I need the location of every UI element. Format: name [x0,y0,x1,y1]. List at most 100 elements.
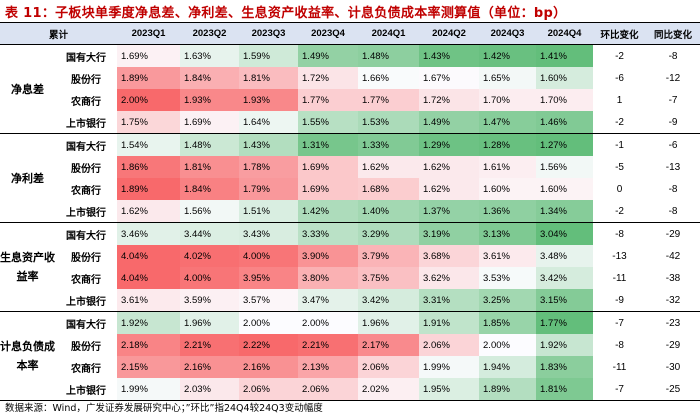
qoq-cell: -11 [612,361,627,373]
value-cell: 2.17% [358,334,420,356]
value-cell: 1.37% [419,200,480,223]
value-cell: 1.48% [358,44,420,67]
value-cell: 1.99% [117,378,181,401]
value-cell: 3.25% [479,289,537,312]
value-cell: 1.96% [180,311,240,334]
value-cell: 2.22% [239,334,299,356]
nim-table: 累计 2023Q1 2023Q2 2023Q3 2023Q4 2024Q1 2024Q2 20… [0,22,700,401]
yoy-cell: -23 [665,317,681,329]
qoq-cell: -8 [615,339,624,351]
header-quarter: 2023Q4 [298,22,359,45]
value-cell: 1.69% [298,156,359,178]
bank-label: 国有大行 [66,141,106,153]
value-cell: 1.65% [479,67,537,89]
value-cell: 3.19% [419,222,480,245]
table-row: 农商行 2.15% 2.16% 2.16% 2.13% 2.06% 1.99% 1.94% 1.… [0,356,700,378]
group-label: 净息差 [0,44,55,134]
qoq-cell: 0 [616,183,623,195]
value-cell: 3.47% [298,289,359,312]
bank-label: 农商行 [71,96,101,108]
yoy-cell: -38 [665,272,681,284]
value-cell: 1.89% [117,67,181,89]
value-cell: 3.79% [358,245,420,267]
value-cell: 1.89% [117,178,181,200]
table-row: 计息负债成本率 国有大行 1.92% 1.96% 2.00% 2.00% 1.96% 1.91… [0,311,700,401]
value-cell: 1.41% [536,44,594,67]
value-cell: 1.64% [239,111,299,134]
qoq-cell: -6 [615,72,624,84]
value-cell: 1.54% [117,133,181,156]
value-cell: 2.18% [117,334,181,356]
value-cell: 1.85% [479,311,537,334]
table-row: 农商行 2.00% 1.93% 1.93% 1.77% 1.77% 1.72% 1.70% 1.… [0,89,700,111]
value-cell: 2.16% [239,356,299,378]
qoq-cell: -8 [615,228,624,240]
yoy-cell: -29 [665,339,681,351]
value-cell: 1.62% [117,200,181,223]
value-cell: 1.89% [479,378,537,401]
value-cell: 2.06% [419,334,480,356]
value-cell: 4.04% [117,267,181,289]
yoy-cell: -7 [668,94,678,106]
bank-label: 国有大行 [66,52,106,64]
value-cell: 1.62% [358,156,420,178]
value-cell: 1.83% [536,356,594,378]
value-cell: 3.42% [358,289,420,312]
value-cell: 3.61% [479,245,537,267]
value-cell: 2.16% [180,356,240,378]
value-cell: 1.31% [298,133,359,156]
value-cell: 1.46% [536,111,594,134]
qoq-cell: -1 [615,139,624,151]
value-cell: 2.00% [117,89,181,111]
value-cell: 1.55% [298,111,359,134]
value-cell: 1.29% [419,133,480,156]
value-cell: 2.00% [239,311,299,334]
value-cell: 1.81% [180,156,240,178]
yoy-cell: -30 [665,361,681,373]
table-row: 股份行 1.89% 1.84% 1.81% 1.72% 1.66% 1.67% 1.65% 1.… [0,67,700,89]
value-cell: 1.92% [117,311,181,334]
yoy-cell: -13 [665,161,681,173]
value-cell: 1.99% [419,356,480,378]
value-cell: 3.57% [239,289,299,312]
table-row: 上市银行 1.62% 1.56% 1.51% 1.42% 1.40% 1.37% 1.36% 1… [0,200,700,223]
value-cell: 1.96% [358,311,420,334]
header-quarter: 2023Q2 [180,22,240,45]
value-cell: 1.93% [239,89,299,111]
header-quarter: 2024Q4 [536,22,594,45]
value-cell: 1.75% [117,111,181,134]
yoy-cell: -42 [665,250,681,262]
value-cell: 4.04% [117,245,181,267]
value-cell: 1.59% [239,44,299,67]
value-cell: 1.62% [419,156,480,178]
value-cell: 1.53% [358,111,420,134]
value-cell: 1.56% [536,156,594,178]
value-cell: 1.77% [536,311,594,334]
yoy-cell: -8 [668,183,678,195]
yoy-cell: -25 [646,378,700,401]
value-cell: 4.02% [180,245,240,267]
qoq-cell: -7 [593,378,647,401]
value-cell: 1.40% [358,200,420,223]
table-row: 股份行 4.04% 4.02% 4.00% 3.90% 3.79% 3.68% 3.61% 3.… [0,245,700,267]
value-cell: 3.46% [117,222,181,245]
value-cell: 1.43% [239,133,299,156]
qoq-cell: -11 [612,272,627,284]
value-cell: 4.00% [180,267,240,289]
value-cell: 1.42% [298,200,359,223]
table-row: 农商行 4.04% 4.00% 3.95% 3.80% 3.75% 3.62% 3.53% 3.… [0,267,700,289]
header-qoq: 环比变化 [593,22,647,45]
value-cell: 1.70% [536,89,594,111]
value-cell: 3.29% [358,222,420,245]
qoq-cell: -2 [593,200,647,223]
header-quarter: 2023Q1 [117,22,181,45]
value-cell: 1.66% [358,67,420,89]
qoq-cell: -7 [615,317,624,329]
value-cell: 1.68% [358,178,420,200]
group-label: 计息负债成本率 [0,311,55,401]
value-cell: 1.79% [239,178,299,200]
bank-label: 上市银行 [55,200,118,223]
value-cell: 3.15% [536,289,594,312]
header-row: 累计 2023Q1 2023Q2 2023Q3 2023Q4 2024Q1 2024Q2 20… [0,22,700,45]
value-cell: 1.61% [479,156,537,178]
